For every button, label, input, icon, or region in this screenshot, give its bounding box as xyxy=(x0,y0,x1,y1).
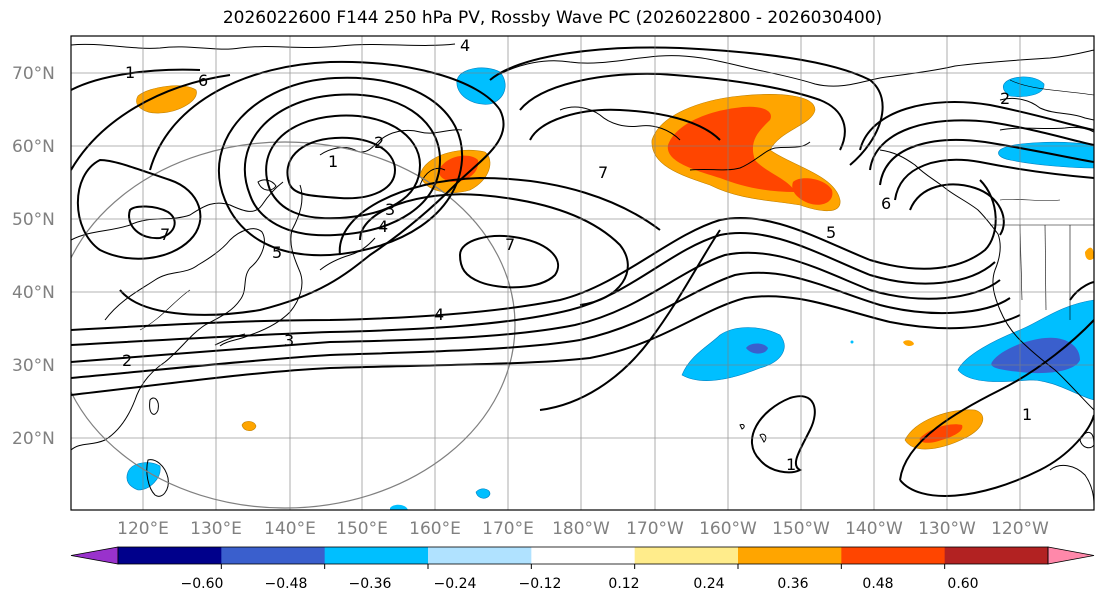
colorbar-tick-label: 0.48 xyxy=(862,576,893,592)
lon-label: 180°W xyxy=(552,519,610,539)
reference-circle xyxy=(71,141,516,509)
lon-label: 140°W xyxy=(845,519,903,539)
colorbar-extension-low xyxy=(70,546,119,565)
colorbar-segment xyxy=(944,547,1049,564)
lon-label: 130°W xyxy=(918,519,976,539)
contour-label: 2 xyxy=(122,351,132,370)
contour-label: 7 xyxy=(505,235,515,254)
colorbar-tick-label: −0.36 xyxy=(349,576,392,592)
coastlines xyxy=(71,43,1094,506)
map-title: 2026022600 F144 250 hPa PV, Rossby Wave … xyxy=(222,8,883,28)
colorbar-segment xyxy=(221,547,326,564)
contour-label: 7 xyxy=(598,163,608,182)
lat-label: 40°N xyxy=(12,283,55,303)
contour-label: 4 xyxy=(378,217,388,236)
contour-label: 5 xyxy=(826,223,836,242)
colorbar-segment xyxy=(738,547,842,564)
contour-label: 1 xyxy=(786,455,796,474)
contour-label: 7 xyxy=(160,225,170,244)
contour-label: 6 xyxy=(198,71,208,90)
colorbar-extension-high xyxy=(1047,546,1095,565)
contour-label: 3 xyxy=(385,200,395,219)
colorbar-segment xyxy=(531,547,636,564)
lon-label: 150°W xyxy=(772,519,830,539)
pv-anomaly-fill xyxy=(126,67,1094,510)
contour-label: 3 xyxy=(284,331,294,350)
colorbar-tick-label: −0.48 xyxy=(265,576,308,592)
contour-label: 2 xyxy=(1000,89,1010,108)
lon-label: 170°E xyxy=(482,519,534,539)
lon-label: 140°E xyxy=(264,519,316,539)
colorbar-outline xyxy=(117,546,1049,565)
colorbar-segment xyxy=(428,547,532,564)
lon-label: 120°E xyxy=(117,519,169,539)
latitude-labels: 70°N 60°N 50°N 40°N 30°N 20°N xyxy=(12,64,55,449)
contour-label: 5 xyxy=(272,243,282,262)
lon-label: 170°W xyxy=(626,519,684,539)
colorbar-tick-label: −0.24 xyxy=(434,576,477,592)
contour-label: 4 xyxy=(434,305,444,324)
lat-label: 70°N xyxy=(12,64,55,84)
longitude-labels: 120°E 130°E 140°E 150°E 160°E 170°E 180°… xyxy=(117,519,1049,539)
contour-labels: 1 6 4 7 2 1 3 4 5 7 4 3 2 7 5 6 1 1 2 xyxy=(122,36,1032,474)
lon-label: 120°W xyxy=(991,519,1049,539)
contour-label: 1 xyxy=(1022,405,1032,424)
colorbar-segment xyxy=(841,547,946,564)
graticule xyxy=(71,36,1094,510)
lat-label: 30°N xyxy=(12,356,55,376)
contour-label: 2 xyxy=(374,133,384,152)
colorbar-tick-label: 0.36 xyxy=(777,576,808,592)
colorbar-labels: −0.60 −0.48 −0.36 −0.24 −0.12 0.12 0.24 … xyxy=(181,576,979,592)
lat-label: 20°N xyxy=(12,429,55,449)
colorbar-tick-label: 0.24 xyxy=(693,576,724,592)
colorbar-tick-label: 0.60 xyxy=(947,576,978,592)
contour-label: 1 xyxy=(125,63,135,82)
colorbar-tick-label: −0.12 xyxy=(519,576,562,592)
colorbar xyxy=(70,546,1095,569)
colorbar-tick-label: −0.60 xyxy=(181,576,224,592)
lon-label: 150°E xyxy=(336,519,388,539)
colorbar-segment xyxy=(634,547,739,564)
lat-label: 50°N xyxy=(12,210,55,230)
contour-label: 4 xyxy=(460,36,470,55)
map-frame xyxy=(70,35,1095,511)
contour-label: 1 xyxy=(328,152,338,171)
lon-label: 130°E xyxy=(190,519,242,539)
contour-label: 6 xyxy=(881,194,891,213)
colorbar-segment xyxy=(118,547,222,564)
lon-label: 160°W xyxy=(699,519,757,539)
colorbar-tick-label: 0.12 xyxy=(608,576,639,592)
lon-label: 160°E xyxy=(409,519,461,539)
colorbar-segment xyxy=(324,547,429,564)
lat-label: 60°N xyxy=(12,137,55,157)
pv-contours xyxy=(71,46,1094,497)
